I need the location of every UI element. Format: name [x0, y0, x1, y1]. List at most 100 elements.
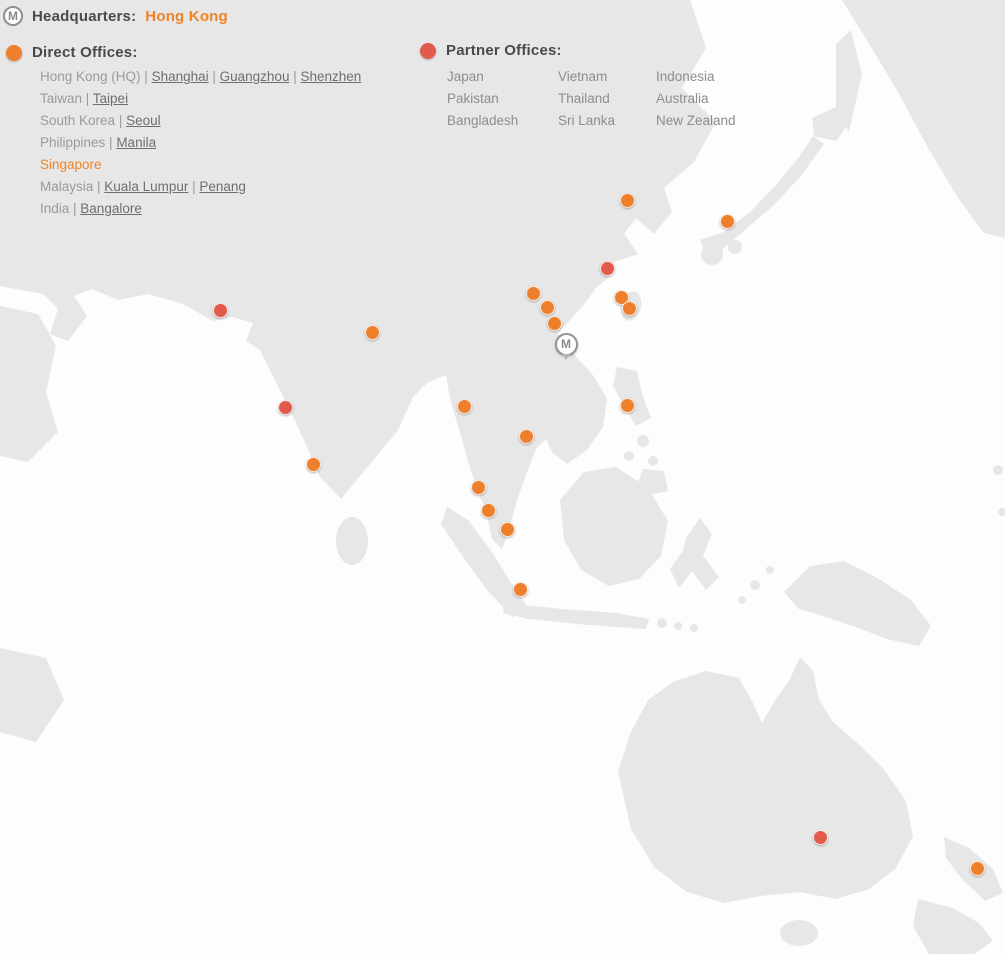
direct-office-row: Hong Kong (HQ) | Shanghai | Guangzhou | …	[40, 66, 361, 88]
landmass-arabian-peninsula	[0, 306, 58, 462]
office-city-link[interactable]: Seoul	[126, 113, 161, 128]
partner-country-label: Australia	[656, 91, 709, 106]
separator: |	[82, 91, 93, 106]
office-city-link[interactable]: Taipei	[92, 91, 129, 106]
headquarters-legend: M Headquarters: Hong Kong	[3, 6, 228, 26]
office-city-link[interactable]: Shanghai	[151, 69, 209, 84]
partner-offices-header: Partner Offices:	[420, 42, 736, 59]
direct-office-row: Singapore	[40, 154, 361, 176]
island-nz-south	[913, 899, 993, 954]
map-marker[interactable]	[969, 860, 985, 876]
map-marker[interactable]	[518, 428, 534, 444]
headquarters-label: Headquarters:	[32, 7, 137, 25]
office-country-label: South Korea	[40, 113, 116, 128]
separator: |	[105, 135, 117, 150]
map-marker[interactable]	[599, 260, 615, 276]
island-hainan	[568, 381, 586, 399]
headquarters-value: Hong Kong	[145, 7, 228, 25]
island-honshu	[700, 136, 824, 250]
landmass-northeast-asia	[842, 0, 1005, 238]
map-marker[interactable]	[499, 521, 515, 537]
direct-office-row: Philippines | Manila	[40, 132, 361, 154]
office-city-link[interactable]: Penang	[199, 179, 246, 194]
island-sulawesi	[670, 518, 719, 590]
direct-offices-title: Direct Offices:	[32, 44, 138, 61]
separator: |	[93, 179, 105, 194]
island-new-guinea	[784, 561, 931, 646]
island-maluku-2	[766, 566, 774, 574]
office-city-link[interactable]: Manila	[116, 135, 157, 150]
island-luzon	[613, 367, 651, 426]
separator: |	[115, 113, 127, 128]
island-maluku-3	[738, 596, 746, 604]
office-city-link[interactable]: Kuala Lumpur	[104, 179, 189, 194]
map-marker[interactable]	[364, 324, 380, 340]
map-marker[interactable]	[212, 302, 228, 318]
separator: |	[188, 179, 200, 194]
island-sakhalin	[836, 30, 862, 132]
map-marker[interactable]	[613, 289, 629, 305]
island-visayas-3	[648, 456, 658, 466]
island-visayas-1	[637, 435, 649, 447]
separator: |	[208, 69, 220, 84]
map-marker[interactable]	[621, 300, 637, 316]
island-sri-lanka	[336, 517, 368, 565]
headquarters-map-marker[interactable]: M	[554, 332, 578, 356]
office-city-link[interactable]: Guangzhou	[219, 69, 290, 84]
direct-office-row: South Korea | Seoul	[40, 110, 361, 132]
landmass-africa-horn	[0, 648, 64, 742]
map-marker[interactable]	[305, 456, 321, 472]
island-borneo	[560, 467, 668, 586]
island-tasmania	[780, 920, 818, 946]
partner-offices-column: Vietnam Thailand Sri Lanka	[558, 66, 656, 132]
partner-country-label: Japan	[447, 69, 484, 84]
map-marker[interactable]	[525, 285, 541, 301]
map-marker[interactable]	[480, 502, 496, 518]
island-lombok	[674, 622, 682, 630]
island-mindanao	[638, 469, 668, 495]
island-pacific-2	[998, 508, 1005, 516]
island-shikoku	[728, 240, 742, 254]
map-marker[interactable]	[619, 397, 635, 413]
map-marker[interactable]	[539, 299, 555, 315]
map-marker[interactable]	[619, 192, 635, 208]
map-marker[interactable]	[719, 213, 735, 229]
map-marker[interactable]	[470, 479, 486, 495]
map-marker[interactable]	[546, 315, 562, 331]
island-sumatra	[441, 507, 529, 617]
office-country-label: India	[40, 201, 70, 216]
partner-country-label: Vietnam	[558, 69, 608, 84]
office-city-link[interactable]: Shenzhen	[300, 69, 362, 84]
direct-office-row: Taiwan | Taipei	[40, 88, 361, 110]
partner-country-label: Pakistan	[447, 91, 499, 106]
partner-offices-column: Japan Pakistan Bangladesh	[447, 66, 558, 132]
office-country-label: Taiwan	[40, 91, 83, 106]
partner-office-dot-icon	[420, 42, 436, 59]
direct-office-current[interactable]: Singapore	[40, 157, 102, 172]
partner-country-label: Thailand	[558, 91, 610, 106]
island-bali	[657, 618, 667, 628]
partner-country-label: New Zealand	[656, 113, 736, 128]
office-country-label: Malaysia	[40, 179, 94, 194]
map-marker[interactable]	[277, 399, 293, 415]
office-city-link[interactable]: Bangalore	[80, 201, 142, 216]
separator: |	[289, 69, 301, 84]
separator: |	[140, 69, 152, 84]
partner-country-label: Bangladesh	[447, 113, 519, 128]
partner-offices-title: Partner Offices:	[446, 42, 562, 59]
direct-office-row: Malaysia | Kuala Lumpur | Penang	[40, 176, 361, 198]
map-marker[interactable]	[456, 398, 472, 414]
direct-offices-header: Direct Offices:	[6, 44, 361, 61]
island-sumbawa	[690, 624, 698, 632]
island-java	[503, 603, 649, 629]
direct-office-dot-icon	[6, 44, 22, 61]
map-marker[interactable]	[812, 829, 828, 845]
direct-office-row: India | Bangalore	[40, 198, 361, 220]
office-country-label: Hong Kong (HQ)	[40, 69, 141, 84]
partner-country-label: Indonesia	[656, 69, 715, 84]
partner-offices-legend: Partner Offices: Japan Pakistan Bangladesh…	[420, 42, 736, 132]
island-pacific-1	[993, 465, 1003, 475]
map-marker[interactable]	[512, 581, 528, 597]
